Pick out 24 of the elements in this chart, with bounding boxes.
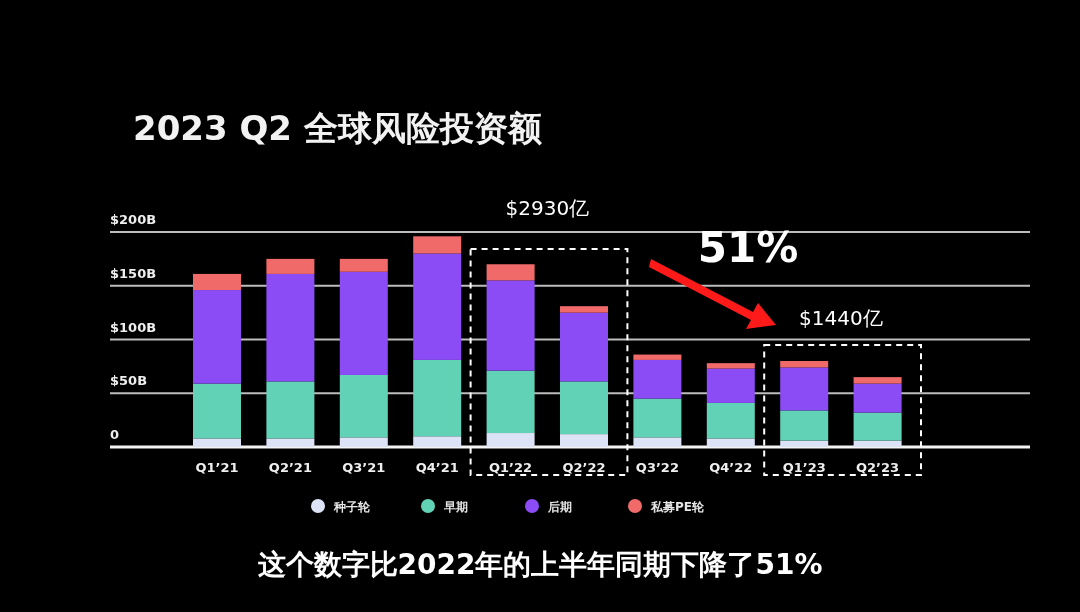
x-tick-label: Q2’21 bbox=[268, 460, 312, 475]
text: 这个数字比2022年的上半年同期下降了51% bbox=[257, 548, 823, 581]
x-tick-label: Q1’23 bbox=[782, 460, 826, 475]
chart-title: 2023 Q2 全球风险投资额 bbox=[133, 108, 542, 148]
annotation: 51% bbox=[697, 223, 799, 272]
y-tick-label: $150B bbox=[110, 265, 157, 281]
legend-label: 后期 bbox=[547, 500, 572, 514]
text: $2930亿 bbox=[505, 196, 590, 220]
x-tick-label: Q1’21 bbox=[195, 460, 239, 475]
x-tick-label: Q1’22 bbox=[489, 460, 533, 475]
legend-label: 私募PE轮 bbox=[650, 500, 705, 514]
legend-label: 种子轮 bbox=[333, 500, 371, 514]
x-tick-label: Q4’22 bbox=[709, 460, 753, 475]
y-tick-label: $100B bbox=[110, 319, 157, 335]
x-tick-label: Q3’21 bbox=[342, 460, 386, 475]
x-tick-label: Q2’22 bbox=[562, 460, 606, 475]
y-tick-label: 0 bbox=[110, 427, 120, 442]
y-tick-label: $200B bbox=[110, 212, 157, 227]
x-tick-label: Q4’21 bbox=[415, 460, 459, 475]
y-tick-label: $50B bbox=[110, 373, 148, 389]
x-tick-label: Q3’22 bbox=[635, 460, 679, 475]
annotation: $1440亿 bbox=[799, 306, 883, 330]
legend-label: 早期 bbox=[443, 500, 468, 514]
x-tick-label: Q2’23 bbox=[856, 460, 900, 475]
